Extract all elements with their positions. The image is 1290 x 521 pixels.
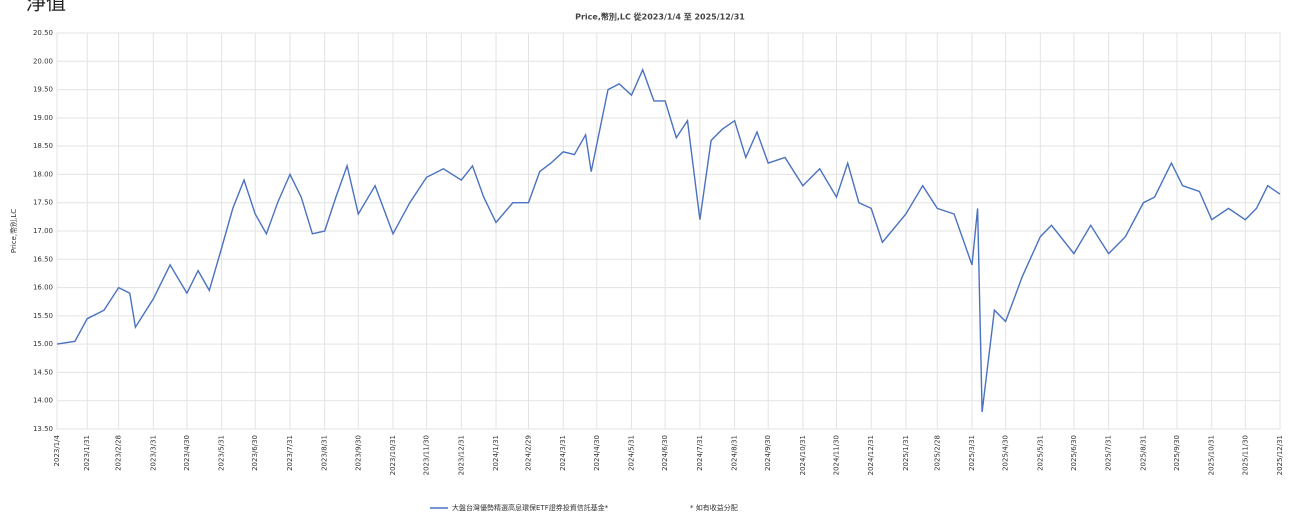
chart-note: * 如有收益分配 [690,503,738,512]
x-tick-label: 2025/10/31 [1208,435,1216,475]
x-tick-label: 2023/11/30 [423,435,431,475]
data-line [56,67,1281,413]
x-tick-label: 2023/2/28 [115,435,123,471]
x-tick-label: 2025/7/31 [1105,435,1113,471]
y-tick-label: 20.00 [33,57,53,65]
x-tick-label: 2024/8/31 [731,435,739,471]
y-tick-label: 15.00 [33,340,53,348]
y-tick-label: 19.00 [33,114,53,122]
x-tick-label: 2023/12/31 [457,435,465,475]
y-tick-label: 14.00 [33,397,53,405]
x-tick-label: 2025/8/31 [1139,435,1147,471]
x-tick-label: 2024/9/30 [764,435,772,471]
x-tick-label: 2024/1/31 [492,435,500,471]
y-tick-label: 18.50 [33,142,53,150]
y-tick-label: 14.50 [33,368,53,376]
legend-label: 大盤台灣優勢精選高息環保ETF證券投資信託基金* [452,503,609,512]
x-tick-label: 2025/2/28 [933,435,941,471]
x-tick-label: 2023/1/31 [83,435,91,471]
x-tick-label: 2024/2/29 [525,435,533,471]
x-tick-label: 2024/5/31 [628,435,636,471]
x-tick-label: 2025/11/30 [1241,435,1249,475]
x-tick-label: 2024/7/31 [696,435,704,471]
x-tick-label: 2023/9/30 [354,435,362,471]
y-axis-label: Price,幣別,LC [9,209,18,253]
x-tick-label: 2025/3/31 [968,435,976,471]
page-label: 淨值 [26,0,66,15]
x-tick-label: 2023/4/30 [183,435,191,471]
x-tick-label: 2024/4/30 [593,435,601,471]
y-tick-label: 17.00 [33,227,53,235]
x-tick-label: 2025/6/30 [1070,435,1078,471]
x-tick-label: 2025/12/31 [1276,435,1284,475]
y-tick-label: 13.50 [33,425,53,433]
y-tick-label: 20.50 [33,29,53,37]
y-tick-label: 17.50 [33,199,53,207]
x-tick-label: 2023/10/31 [389,435,397,475]
x-tick-label: 2023/3/31 [149,435,157,471]
x-tick-label: 2024/6/30 [661,435,669,471]
y-tick-label: 16.50 [33,255,53,263]
y-tick-label: 15.50 [33,312,53,320]
y-tick-label: 18.00 [33,170,53,178]
x-tick-label: 2024/12/31 [867,435,875,475]
x-tick-label: 2025/5/31 [1036,435,1044,471]
x-tick-label: 2025/1/31 [902,435,910,471]
x-tick-label: 2024/10/31 [799,435,807,475]
x-tick-label: 2023/6/30 [251,435,259,471]
x-tick-label: 2023/7/31 [286,435,294,471]
x-tick-label: 2025/4/30 [1002,435,1010,471]
x-tick-label: 2023/1/4 [53,434,61,466]
y-tick-label: 16.00 [33,284,53,292]
x-tick-label: 2023/8/31 [321,435,329,471]
x-tick-label: 2024/3/31 [559,435,567,471]
x-tick-label: 2023/5/31 [218,435,226,471]
chart-title: Price,幣別,LC 從2023/1/4 至 2025/12/31 [575,12,745,22]
y-tick-label: 19.50 [33,86,53,94]
x-tick-label: 2024/11/30 [832,435,840,475]
x-tick-label: 2025/9/30 [1173,435,1181,471]
